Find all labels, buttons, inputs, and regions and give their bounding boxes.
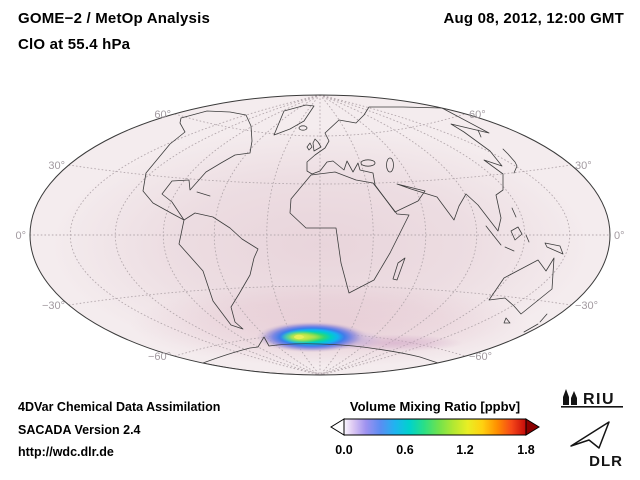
lat-label-30n-right: 30°	[575, 160, 592, 172]
coast-tasmania	[503, 317, 511, 324]
dlr-logo-text: DLR	[589, 453, 623, 468]
meridian-30e	[319, 95, 374, 375]
colorbar: 0.0 0.6 1.2 1.8	[330, 418, 540, 457]
coast-sakhalin	[477, 129, 482, 138]
lat-label-60n-left: 60°	[154, 109, 171, 121]
meridian-30w	[266, 95, 321, 375]
riu-spire2-icon	[571, 391, 577, 405]
dlr-logo: DLR	[570, 421, 623, 468]
page-subtitle: ClO at 55.4 hPa	[18, 36, 131, 53]
clo-core-hotspot	[294, 334, 304, 340]
timestamp: Aug 08, 2012, 12:00 GMT	[443, 10, 624, 27]
lat-label-60s-right: −60°	[469, 351, 492, 363]
meridian-150e	[319, 95, 570, 375]
coast-madagascar	[392, 257, 406, 281]
footer-text-block: 4DVar Chemical Data Assimilation SACADA …	[18, 396, 220, 464]
parallel-30s	[68, 285, 572, 306]
riu-spire-icon	[563, 389, 569, 405]
meridian-90e	[319, 95, 478, 375]
colorbar-over-range-arrow	[525, 418, 540, 436]
lat-label-30n-left: 30°	[48, 160, 65, 172]
coast-ireland	[306, 142, 313, 151]
coast-iceland	[298, 125, 308, 131]
dlr-emblem-icon	[570, 421, 610, 449]
meridian-90w	[162, 95, 321, 375]
lat-label-60n-right: 60°	[469, 109, 486, 121]
lat-label-60s-left: −60°	[148, 351, 171, 363]
coast-north-america	[142, 110, 253, 221]
lat-label-eq-right: 0°	[614, 230, 625, 242]
coast-cuba	[196, 191, 211, 197]
coast-africa	[289, 171, 410, 294]
coast-sumatra	[485, 225, 502, 246]
coast-philippines	[511, 207, 517, 218]
caspian-sea	[386, 157, 394, 173]
coast-new-guinea	[544, 242, 564, 255]
version-label: SACADA Version 2.4	[18, 422, 141, 437]
world-map: 60° 60° 30° 30° 0° 0° −30° −30° −60° −60…	[15, 94, 625, 376]
assimilation-label: 4DVar Chemical Data Assimilation	[18, 400, 221, 414]
riu-logo-text: RIU	[583, 391, 615, 408]
black-sea	[360, 159, 376, 167]
colorbar-tick-1.2: 1.2	[456, 443, 473, 457]
lat-label-eq-left: 0°	[15, 230, 26, 242]
riu-logo: RIU	[561, 389, 623, 408]
colorbar-title: Volume Mixing Ratio [ppbv]	[349, 399, 521, 414]
coast-sulawesi	[525, 234, 530, 243]
coast-eurasia	[306, 106, 504, 232]
colorbar-tick-0.6: 0.6	[396, 443, 413, 457]
colorbar-under-range-arrow	[330, 418, 345, 436]
lat-label-30s-left: −30°	[42, 300, 65, 312]
lat-label-30s-right: −30°	[575, 300, 598, 312]
coast-south-america	[178, 212, 259, 330]
coast-new-zealand	[523, 313, 548, 333]
riu-baseline	[561, 406, 623, 408]
colorbar-tick-0: 0.0	[335, 443, 352, 457]
coast-australia	[488, 257, 555, 315]
wdc-url: http://wdc.dlr.de	[18, 445, 114, 459]
coast-borneo	[510, 226, 523, 241]
parallel-60n	[174, 113, 466, 137]
coast-greenland	[273, 104, 315, 136]
coast-japan	[502, 148, 518, 174]
meridian-150w	[70, 95, 321, 375]
page-title: GOME−2 / MetOp Analysis	[18, 10, 211, 27]
coast-java	[504, 246, 515, 252]
colorbar-gradient-bar	[343, 418, 527, 436]
latitude-labels: 60° 60° 30° 30° 0° 0° −30° −30° −60° −60…	[15, 109, 624, 363]
colorbar-tick-1.8: 1.8	[517, 443, 534, 457]
coast-great-britain	[312, 138, 322, 152]
map-boundary	[29, 94, 611, 376]
